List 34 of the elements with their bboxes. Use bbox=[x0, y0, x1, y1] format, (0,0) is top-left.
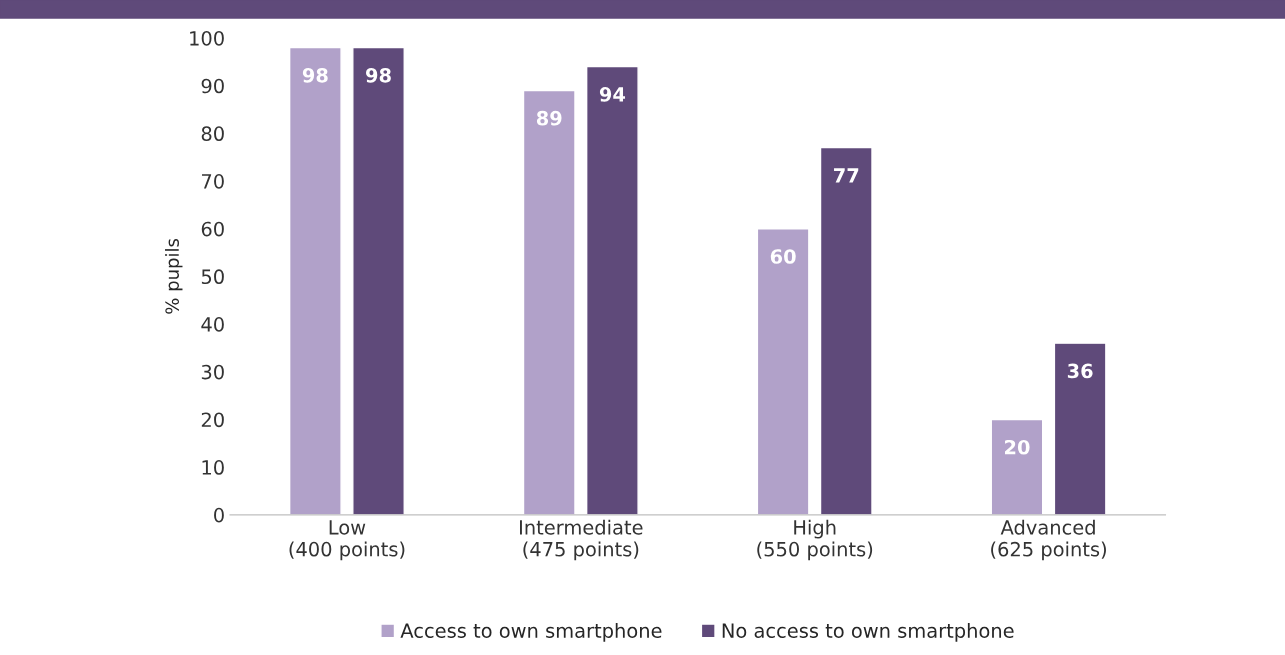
y-tick-label: 100 bbox=[190, 30, 224, 46]
y-tick-label: 70 bbox=[202, 174, 224, 189]
bar bbox=[585, 65, 639, 515]
bar bbox=[756, 228, 810, 515]
y-tick-label: 90 bbox=[201, 78, 224, 94]
legend-label: Access to own smartphone bbox=[400, 622, 662, 642]
y-tick-label: 0 bbox=[214, 507, 224, 523]
y-tick-label: 10 bbox=[202, 460, 224, 475]
data-label: 20 bbox=[1005, 439, 1030, 455]
x-tick-label: Low (400 points) bbox=[289, 520, 405, 561]
data-label: 98 bbox=[302, 67, 328, 83]
bar bbox=[990, 418, 1044, 515]
y-tick-label: 50 bbox=[201, 269, 224, 285]
data-label: 36 bbox=[1067, 363, 1093, 379]
x-tick-label: Intermediate (475 points) bbox=[520, 519, 643, 561]
bar bbox=[1053, 342, 1107, 515]
bar bbox=[352, 46, 405, 515]
y-tick-label: 20 bbox=[201, 412, 224, 428]
data-label: 60 bbox=[770, 249, 796, 264]
data-label: 77 bbox=[834, 168, 859, 183]
data-label: 89 bbox=[536, 110, 562, 126]
y-tick-label: 40 bbox=[201, 317, 224, 332]
data-label: 98 bbox=[366, 67, 391, 83]
data-label: 94 bbox=[599, 87, 626, 102]
x-tick-label: Advanced (625 points) bbox=[991, 519, 1106, 561]
y-tick-label: 30 bbox=[201, 364, 224, 380]
bar bbox=[522, 89, 576, 515]
y-tick-label: 60 bbox=[201, 221, 224, 237]
x-tick-label: High (550 points) bbox=[757, 519, 873, 561]
y-tick-label: 80 bbox=[201, 126, 224, 142]
legend-label: No access to own smartphone bbox=[722, 622, 1014, 642]
bar bbox=[819, 146, 873, 515]
y-axis-title: % pupils bbox=[165, 238, 183, 314]
bar bbox=[288, 46, 342, 515]
